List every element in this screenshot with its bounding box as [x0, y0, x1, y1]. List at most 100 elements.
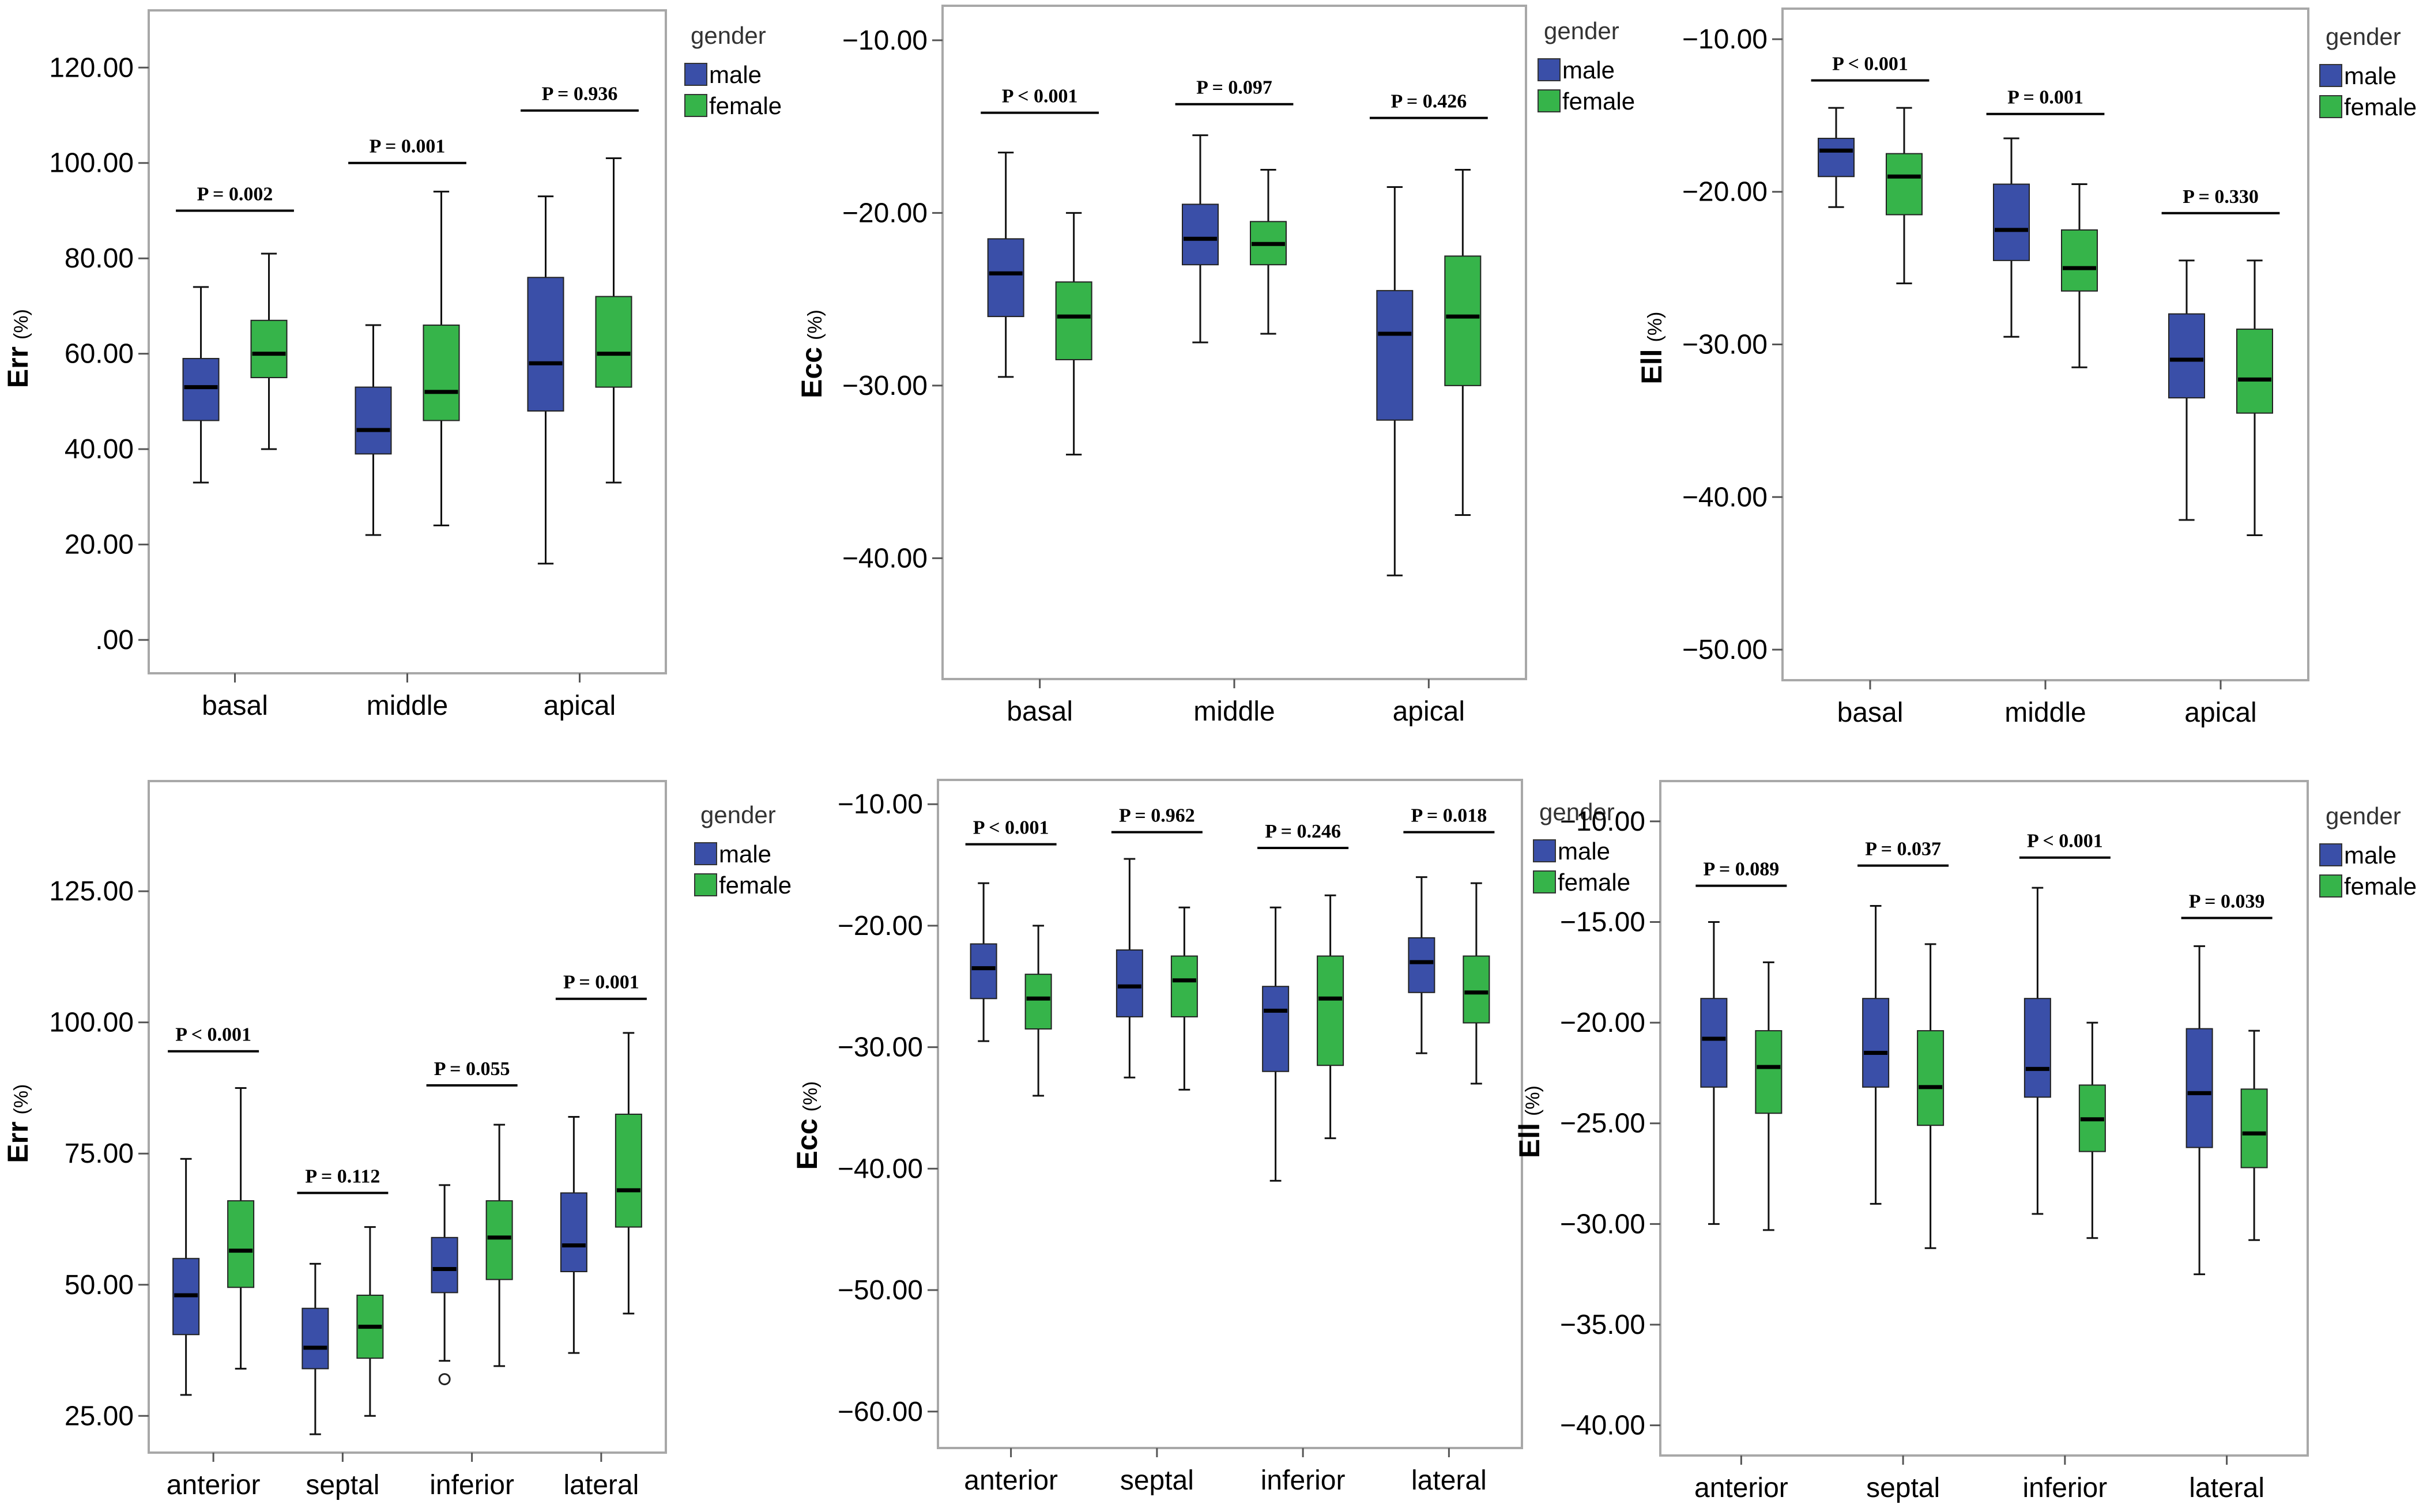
legend-swatch-female — [2319, 95, 2342, 118]
legend-label-male: male — [1562, 56, 1615, 84]
y-tick-label: −30.00 — [1682, 330, 1768, 360]
box-iqr — [182, 357, 220, 421]
legend-label-female: female — [2344, 873, 2417, 900]
box-female — [1755, 961, 1783, 1231]
box-iqr — [1055, 281, 1092, 360]
y-axis-unit: (%) — [1522, 1085, 1544, 1116]
box-iqr — [1917, 1030, 1945, 1126]
legend-label-female: female — [2344, 93, 2417, 120]
legend-swatch-female — [1533, 870, 1556, 893]
y-tick-label: −20.00 — [842, 198, 928, 228]
legend: gender male female — [684, 22, 782, 119]
legend-swatch-male — [2319, 843, 2342, 866]
box-male — [1862, 905, 1890, 1205]
y-tick-label: −10.00 — [1560, 806, 1645, 837]
box-male — [1993, 137, 2030, 338]
legend-label-male: male — [709, 61, 762, 88]
box-female — [2061, 183, 2098, 368]
legend-label-male: male — [1558, 838, 1610, 865]
y-axis-label: Err — [2, 346, 34, 388]
x-category-label: middle — [367, 691, 448, 721]
y-tick-label: 80.00 — [65, 243, 134, 274]
y-axis-title: Ell (%) — [1636, 312, 1668, 384]
x-category-label: basal — [1837, 697, 1904, 728]
box-iqr — [423, 325, 460, 421]
x-category-label: lateral — [2189, 1473, 2264, 1503]
legend-swatch-male — [1538, 58, 1561, 81]
box-iqr — [2185, 1028, 2213, 1148]
legend-swatch-female — [684, 94, 707, 117]
box-iqr — [1408, 937, 1435, 993]
box-male — [1182, 134, 1219, 344]
box-female — [1317, 894, 1344, 1140]
y-tick-label: 75.00 — [65, 1138, 134, 1169]
p-value-label: P = 0.330 — [2183, 186, 2259, 208]
box-male — [527, 195, 564, 565]
y-tick-label: .00 — [95, 625, 134, 655]
box-female — [356, 1226, 384, 1417]
box-iqr — [2061, 229, 2098, 292]
outlier-point — [438, 1373, 451, 1386]
box-male — [182, 286, 220, 484]
box-male — [302, 1262, 329, 1435]
x-category-label: basal — [1007, 696, 1073, 727]
box-female — [1250, 169, 1287, 335]
box-male — [172, 1157, 200, 1396]
p-value-label: P = 0.001 — [2007, 87, 2083, 108]
box-male — [987, 152, 1024, 378]
y-tick-label: −20.00 — [1560, 1008, 1645, 1038]
box-iqr — [1024, 974, 1052, 1030]
box-male — [970, 882, 997, 1042]
box-female — [2078, 1021, 2106, 1239]
box-female — [485, 1123, 513, 1367]
box-iqr — [615, 1113, 642, 1228]
box-iqr — [1317, 955, 1344, 1066]
chart-panel-1: .00 20.00 40.00 60.00 80.00 100.00 120.00 Err (%… — [2, 9, 782, 721]
legend-swatch-male — [684, 63, 707, 86]
p-value-label: P < 0.001 — [1832, 53, 1908, 74]
y-axis-label: Ecc — [791, 1119, 823, 1170]
legend-label-female: female — [719, 872, 792, 899]
x-category-label: inferior — [1261, 1465, 1346, 1496]
x-category-label: lateral — [1411, 1465, 1487, 1496]
x-category-label: basal — [202, 691, 268, 721]
legend-title: gender — [700, 801, 776, 828]
box-female — [423, 190, 460, 527]
box-iqr — [2240, 1088, 2268, 1168]
box-iqr — [1116, 949, 1143, 1017]
y-tick-label: −50.00 — [838, 1275, 923, 1306]
box-iqr — [1170, 955, 1198, 1017]
y-axis-unit: (%) — [1644, 312, 1666, 342]
y-tick-label: −25.00 — [1560, 1108, 1645, 1139]
box-iqr — [431, 1236, 458, 1294]
p-value-label: P < 0.001 — [973, 817, 1049, 839]
x-category-label: anterior — [1694, 1473, 1788, 1503]
y-tick-label: 100.00 — [49, 1008, 134, 1038]
y-tick-label: 25.00 — [65, 1401, 134, 1431]
y-tick-label: 120.00 — [49, 52, 134, 83]
plot-frame — [1781, 7, 2309, 681]
box-iqr — [1444, 255, 1482, 386]
y-axis-unit: (%) — [804, 310, 826, 340]
plot-frame — [148, 9, 667, 674]
y-tick-label: 60.00 — [65, 339, 134, 369]
y-tick-label: −60.00 — [838, 1397, 923, 1427]
x-category-label: inferior — [2023, 1473, 2108, 1503]
box-iqr — [302, 1307, 329, 1370]
box-iqr — [2023, 998, 2051, 1098]
y-axis-unit: (%) — [800, 1081, 822, 1112]
x-category-label: apical — [1393, 696, 1465, 727]
y-axis-unit: (%) — [10, 1084, 32, 1115]
legend: gender male female — [1533, 798, 1630, 896]
box-female — [595, 157, 632, 484]
legend-title: gender — [2326, 23, 2401, 50]
legend-label-male: male — [2344, 842, 2396, 869]
box-iqr — [355, 386, 392, 455]
p-value-label: P = 0.037 — [1865, 839, 1941, 860]
box-male — [1116, 858, 1143, 1079]
y-tick-label: −20.00 — [1682, 177, 1768, 208]
y-tick-label: −10.00 — [1682, 24, 1768, 55]
y-axis-title: Err (%) — [2, 309, 34, 388]
box-female — [1170, 906, 1198, 1091]
